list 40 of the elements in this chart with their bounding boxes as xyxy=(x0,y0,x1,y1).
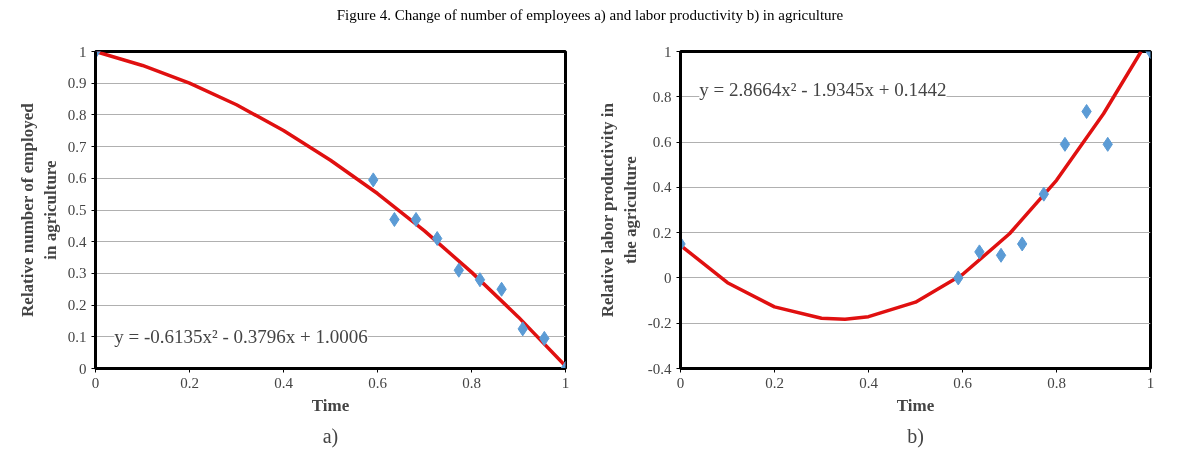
y-tick-label: 0 xyxy=(664,270,672,287)
x-tick-label: 0.4 xyxy=(274,374,294,391)
x-tick-label: 0.8 xyxy=(1047,374,1066,391)
x-axis-title: Time xyxy=(896,395,935,415)
y-tick-label: 0.2 xyxy=(67,297,87,314)
x-axis-title: Time xyxy=(311,395,350,415)
x-tick-label: 0.4 xyxy=(859,374,879,391)
y-axis-title: Relative labor productivity in the agriculture xyxy=(597,102,640,318)
y-tick-label: 0.6 xyxy=(67,170,87,187)
x-tick-label: 0 xyxy=(676,374,685,391)
annotation: y = 2.8664x² - 1.9345x + 0.1442 xyxy=(699,79,947,101)
y-tick-label: 0.7 xyxy=(67,139,87,156)
x-tick-label: 0.2 xyxy=(765,374,784,391)
text: a) xyxy=(322,424,339,448)
x-tick-label: 1 xyxy=(561,374,570,391)
annotation: y = -0.6135x² - 0.3796x + 1.0006 xyxy=(114,326,368,348)
x-tick-label: 0 xyxy=(91,374,100,391)
y-tick-label: 0.8 xyxy=(67,107,87,124)
x-tick-label: 0.6 xyxy=(368,374,388,391)
x-tick-label: 1 xyxy=(1146,374,1155,391)
y-tick-label: 0.4 xyxy=(67,234,87,251)
text: b) xyxy=(907,424,924,448)
x-tick-label: 0.2 xyxy=(180,374,199,391)
y-tick-label: 1 xyxy=(79,43,87,60)
y-tick-label: 0.1 xyxy=(67,329,87,346)
y-axis-title: Relative number of employed in agriculture xyxy=(17,103,60,318)
x-tick-label: 0.6 xyxy=(953,374,973,391)
y-tick-label: 0.8 xyxy=(652,89,672,106)
y-tick-label: 0.4 xyxy=(652,179,672,196)
y-tick-label: 1 xyxy=(664,43,672,60)
y-tick-label: 0.5 xyxy=(67,202,87,219)
y-tick-label: 0.6 xyxy=(652,134,672,151)
y-tick-label: -0.4 xyxy=(647,360,672,377)
y-tick-label: 0.9 xyxy=(67,75,87,92)
y-tick-label: -0.2 xyxy=(647,315,672,332)
y-tick-label: 0.3 xyxy=(67,265,87,282)
y-tick-label: 0 xyxy=(79,360,87,377)
x-tick-label: 0.8 xyxy=(462,374,481,391)
chart-title: Figure 4. Change of number of employees a) and labor productivity b) in agriculture xyxy=(336,6,844,25)
y-tick-label: 0.2 xyxy=(652,225,672,242)
